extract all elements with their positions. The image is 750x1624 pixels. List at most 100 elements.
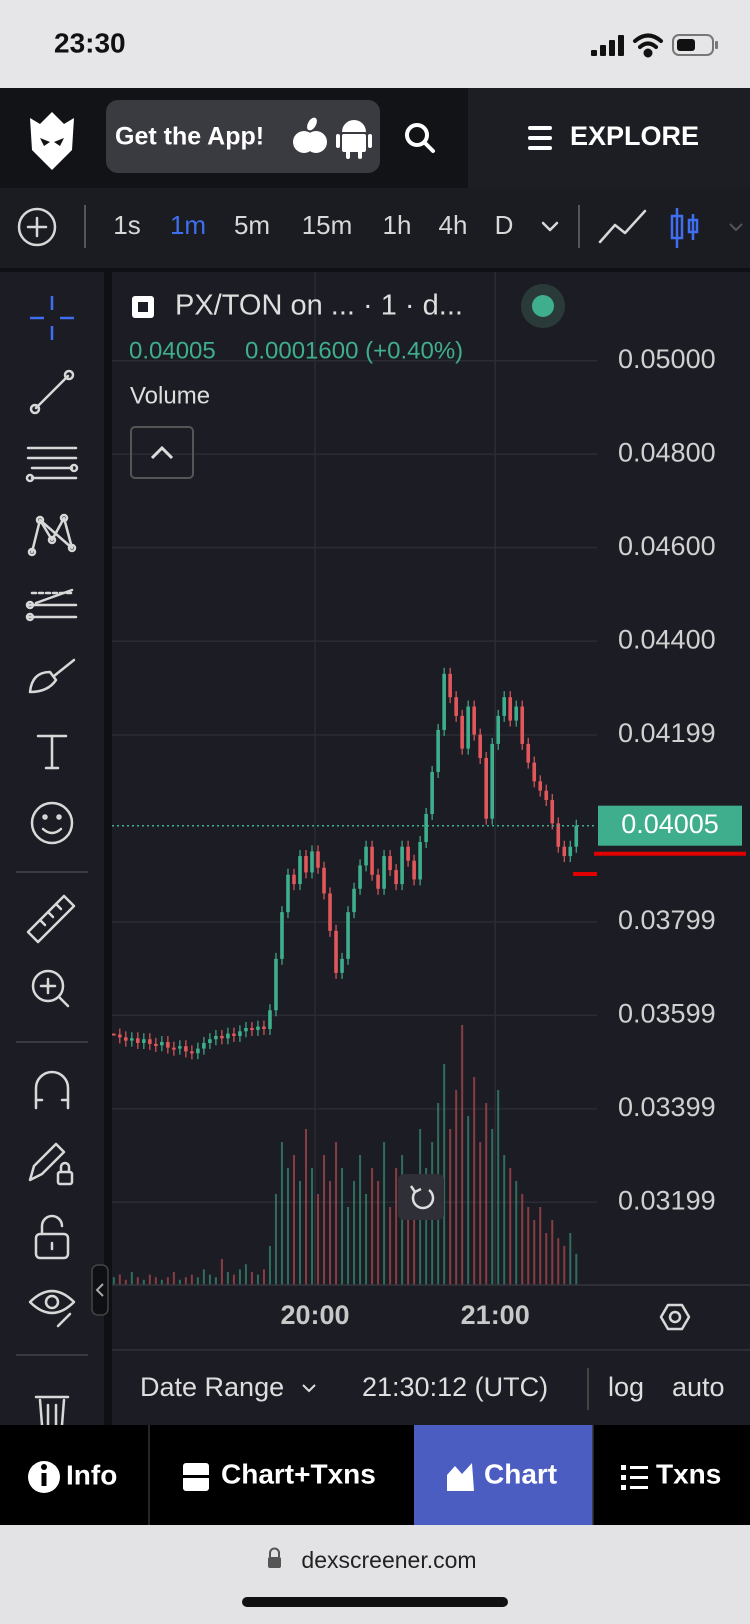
- zoom-tool[interactable]: [31, 969, 70, 1008]
- candle: [154, 1043, 158, 1046]
- tab-chart-txns[interactable]: Chart+Txns: [221, 1458, 376, 1489]
- candle: [232, 1033, 236, 1036]
- volume-bar: [359, 1155, 362, 1285]
- candle: [178, 1046, 182, 1049]
- volume-bar: [563, 1246, 566, 1285]
- log-toggle[interactable]: log: [608, 1372, 644, 1402]
- candle: [454, 697, 458, 716]
- explore-button[interactable]: [468, 88, 750, 188]
- candle: [112, 1033, 116, 1036]
- y-tick-label: 0.04600: [618, 531, 716, 561]
- timeframe[interactable]: D: [495, 210, 514, 240]
- pattern-tool[interactable]: [27, 513, 77, 557]
- status-time: 23:30: [54, 27, 126, 58]
- reset-icon-head: [409, 1185, 422, 1194]
- ruler-tool[interactable]: [26, 894, 76, 944]
- volume-bar: [172, 1272, 175, 1285]
- text-tool[interactable]: [36, 734, 68, 770]
- y-tick-label: 0.04800: [618, 437, 716, 467]
- candle: [340, 958, 344, 973]
- lock-tool[interactable]: [34, 1214, 70, 1260]
- add-indicator-icon[interactable]: [17, 207, 57, 247]
- brush-tool[interactable]: [28, 658, 76, 694]
- volume-bar: [214, 1277, 217, 1285]
- volume-bar: [112, 1277, 115, 1285]
- candle: [190, 1051, 194, 1054]
- volume-bar: [467, 1116, 470, 1285]
- collapse-volume-button[interactable]: [130, 426, 194, 479]
- candle-chart-icon[interactable]: [670, 208, 699, 248]
- logo[interactable]: [30, 112, 74, 170]
- visibility-tool[interactable]: [28, 1289, 76, 1328]
- volume-bar: [190, 1274, 193, 1285]
- lock-drawings-tool[interactable]: [28, 1142, 74, 1186]
- volume-bar: [551, 1220, 554, 1285]
- volume-bar: [449, 1129, 452, 1285]
- bottom-bar: [112, 1351, 750, 1425]
- delete-tool[interactable]: [34, 1395, 70, 1427]
- android-icon: [336, 120, 372, 159]
- candle: [574, 825, 579, 847]
- candle: [334, 930, 338, 973]
- collapse-handle[interactable]: [91, 1264, 109, 1316]
- candle: [172, 1047, 176, 1050]
- line-chart-icon[interactable]: [598, 209, 647, 244]
- volume-bar: [527, 1207, 530, 1285]
- volume-bar: [353, 1181, 356, 1285]
- apple-icon: [293, 117, 327, 153]
- chart-settings-icon[interactable]: [659, 1303, 691, 1331]
- candle: [388, 856, 392, 871]
- volume-bar: [136, 1277, 139, 1285]
- reset-chart-button[interactable]: [398, 1174, 444, 1220]
- candle: [436, 729, 440, 772]
- candle: [214, 1035, 218, 1040]
- timeframe[interactable]: 4h: [439, 210, 468, 240]
- fib-tool[interactable]: [25, 588, 78, 622]
- candle: [484, 757, 488, 819]
- chart-tab-icon: [447, 1463, 474, 1491]
- timeframe[interactable]: 1h: [383, 210, 412, 240]
- wifi-icon: [633, 33, 663, 58]
- crosshair-tool[interactable]: [30, 296, 74, 340]
- timeframe[interactable]: 1m: [170, 210, 206, 240]
- volume-bar: [575, 1253, 578, 1285]
- y-tick-label: 0.03199: [618, 1185, 716, 1215]
- candle: [448, 673, 452, 698]
- volume-bar: [311, 1168, 314, 1285]
- candle: [304, 856, 308, 873]
- price-change: 0.0001600 (+0.40%): [245, 337, 463, 364]
- candle: [274, 958, 278, 1011]
- emoji-tool[interactable]: [30, 801, 74, 845]
- more-dropdown[interactable]: [729, 223, 743, 232]
- date-range[interactable]: Date Range: [140, 1372, 284, 1402]
- candle: [370, 846, 374, 875]
- volume-bar: [383, 1142, 386, 1285]
- candle: [424, 814, 428, 843]
- volume-bar: [166, 1277, 169, 1285]
- timeframe[interactable]: 15m: [302, 210, 353, 240]
- tab-txns[interactable]: Txns: [656, 1458, 721, 1489]
- candle: [298, 856, 302, 885]
- tab-chart[interactable]: Chart: [484, 1458, 557, 1489]
- trend-line-tool[interactable]: [29, 369, 75, 415]
- volume-bar: [557, 1238, 560, 1285]
- candle: [226, 1033, 230, 1039]
- timeframe[interactable]: 1s: [113, 210, 140, 240]
- tab-info[interactable]: Info: [66, 1459, 117, 1490]
- x-tick-label: 20:00: [280, 1300, 349, 1330]
- candle: [514, 706, 519, 721]
- candle: [520, 706, 525, 744]
- candle: [532, 762, 537, 782]
- last-price-tag-label: 0.04005: [621, 809, 719, 839]
- magnet-tool[interactable]: [34, 1070, 70, 1110]
- url[interactable]: dexscreener.com: [301, 1547, 476, 1573]
- get-app-button[interactable]: [106, 100, 380, 173]
- auto-toggle[interactable]: auto: [672, 1372, 725, 1402]
- timeframe-dropdown[interactable]: [541, 221, 559, 232]
- candle: [508, 697, 513, 721]
- parallel-lines-tool[interactable]: [25, 446, 79, 483]
- volume-bar: [142, 1279, 145, 1285]
- search-icon[interactable]: [405, 123, 435, 153]
- timeframe[interactable]: 5m: [234, 210, 270, 240]
- lock-icon-shackle: [269, 1547, 280, 1557]
